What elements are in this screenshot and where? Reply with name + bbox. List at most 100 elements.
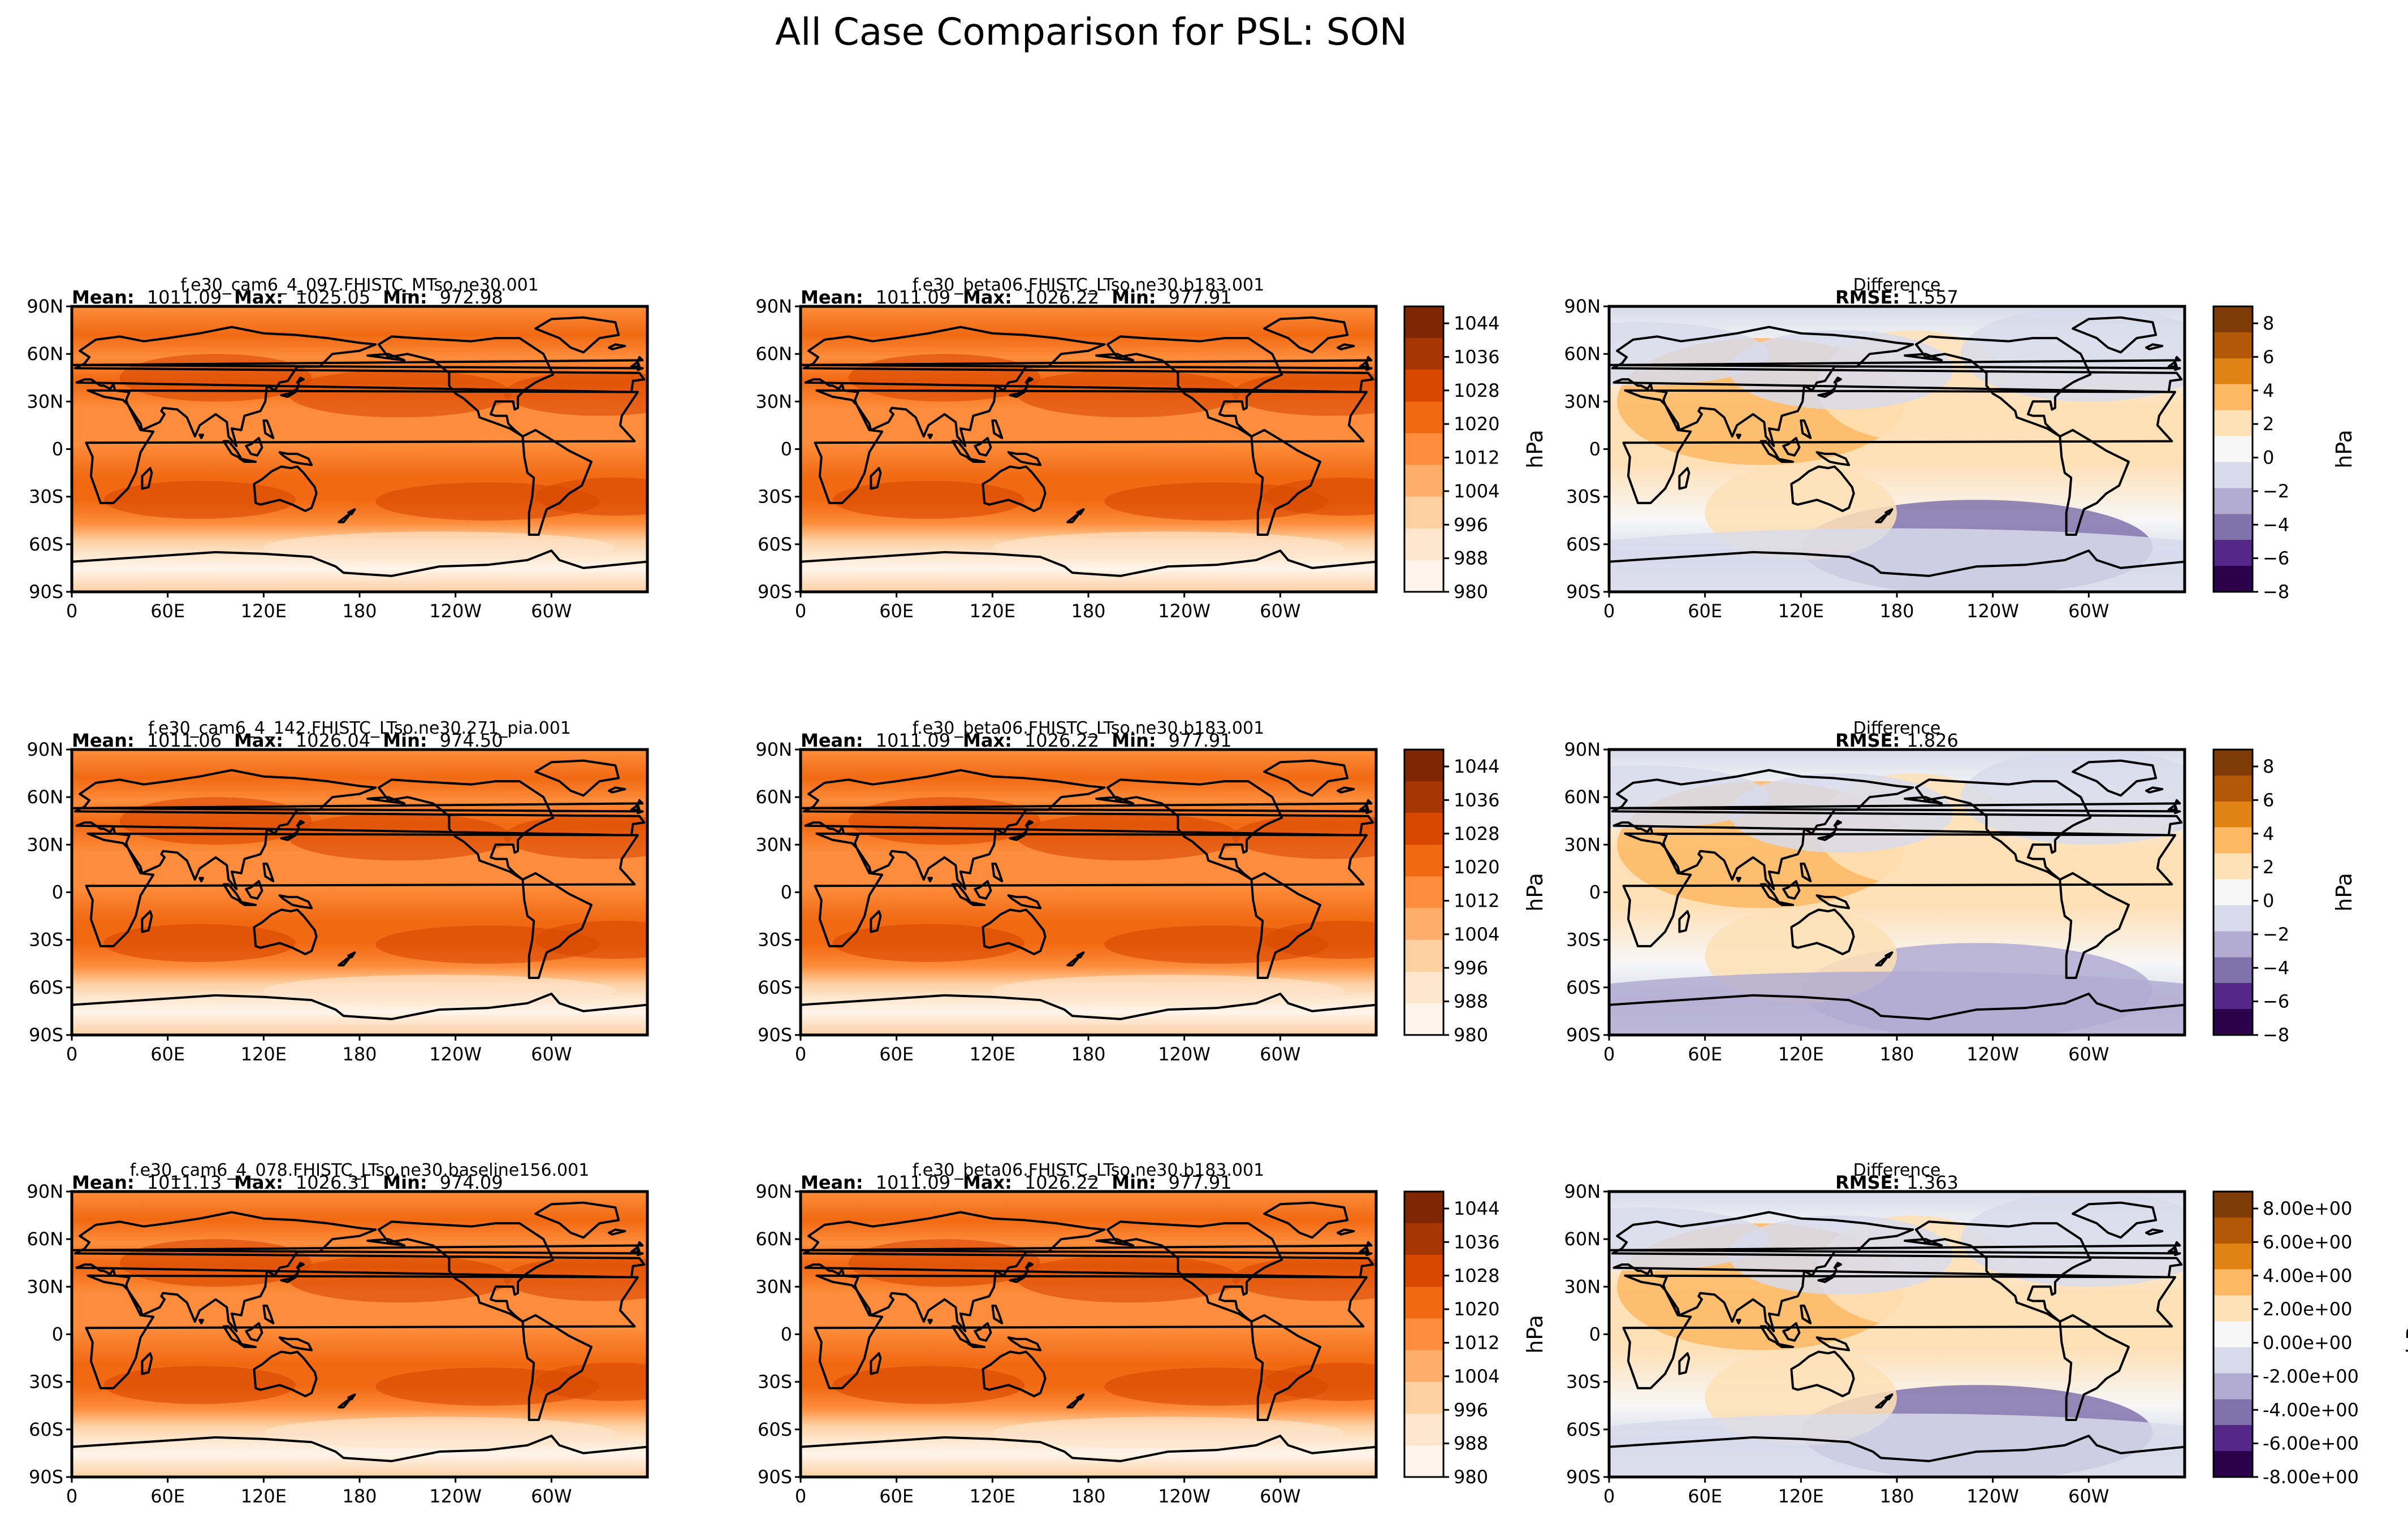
field-blob xyxy=(1961,1192,2185,1287)
field-blob xyxy=(992,974,1344,1007)
stat-label: Mean: xyxy=(801,287,863,308)
lon-tick-label: 120W xyxy=(1966,1043,2019,1065)
colorbar-tick-label: 8.00e+00 xyxy=(2263,1198,2352,1219)
coastline xyxy=(801,1201,1376,1477)
coastline xyxy=(801,316,1376,592)
field-blob xyxy=(503,815,647,859)
colorbar-tick-label: 996 xyxy=(1454,514,1488,535)
field-blob xyxy=(287,370,512,418)
lon-tick-label: 60W xyxy=(1260,1485,1300,1507)
lat-tick-label: 90N xyxy=(1564,296,1601,317)
lon-tick-label: 120W xyxy=(429,1485,482,1507)
test-case-title: f.e30_cam6_4_097.FHISTC_MTso.ne30.001 xyxy=(180,275,539,295)
colorbar-tick-label: -8.00e+00 xyxy=(2263,1466,2359,1488)
stat-value: 1011.06 xyxy=(147,730,222,751)
field-blob xyxy=(1609,1413,2185,1477)
colorbar-tick-label: 0 xyxy=(2263,447,2274,469)
lon-tick-label: 60E xyxy=(150,600,185,622)
lat-tick-label: 90N xyxy=(755,739,792,760)
rmse-line: RMSE: 1.557 xyxy=(1835,287,1959,308)
lat-tick-label: 90S xyxy=(758,581,792,603)
figure-row: f.e30_cam6_4_078.FHISTC_LTso.ne30.baseli… xyxy=(27,1160,2408,1507)
lon-tick-label: 0 xyxy=(1603,1043,1615,1065)
colorbar-tick-label: 1036 xyxy=(1454,789,1499,811)
coastline xyxy=(801,759,1376,1035)
colorbar-tick-label: 2 xyxy=(2263,413,2274,435)
lat-tick-label: 60S xyxy=(1566,1419,1601,1440)
stat-value: 1025.05 xyxy=(296,287,370,308)
lat-tick-label: 60S xyxy=(1566,534,1601,555)
lon-tick-label: 60E xyxy=(1688,1043,1722,1065)
lat-tick-label: 30S xyxy=(1566,929,1601,951)
colorbar-tick-label: −4 xyxy=(2263,957,2289,978)
rmse-value: 1.557 xyxy=(1906,287,1959,308)
rmse-label: RMSE: xyxy=(1835,1172,1900,1193)
colorbar xyxy=(1403,1190,1445,1478)
map-field xyxy=(1609,306,2185,592)
colorbar-tick-label: 1036 xyxy=(1454,1231,1499,1253)
lat-tick-label: 30N xyxy=(27,1276,63,1297)
field-blob xyxy=(1016,813,1240,861)
field-blob xyxy=(832,1366,1024,1404)
stat-value: 977.91 xyxy=(1169,1172,1232,1193)
colorbar-label: hPa xyxy=(1523,1315,1547,1354)
colorbar-tick-label: 4 xyxy=(2263,823,2274,844)
colorbar-tick-label: 1044 xyxy=(1454,313,1499,334)
rmse-line: RMSE: 1.826 xyxy=(1835,730,1959,751)
colorbar-tick-label: 1012 xyxy=(1454,447,1499,469)
lon-tick-label: 180 xyxy=(342,1485,377,1507)
colorbar xyxy=(2212,305,2254,593)
colorbar-tick-label: 980 xyxy=(1454,1466,1488,1488)
stat-label: Min: xyxy=(1112,287,1156,308)
stat-value: 977.91 xyxy=(1169,730,1232,751)
lon-tick-label: 60W xyxy=(531,600,572,622)
lon-tick-label: 180 xyxy=(342,1043,377,1065)
stat-label: Mean: xyxy=(72,1172,135,1193)
field-blob xyxy=(1609,528,2185,592)
lat-tick-label: 30N xyxy=(27,834,63,855)
lat-tick-label: 60S xyxy=(29,1419,63,1440)
lat-tick-label: 90N xyxy=(755,296,792,317)
lat-tick-label: 30S xyxy=(758,929,792,951)
field-blob xyxy=(1264,478,1376,516)
lat-tick-label: 60N xyxy=(1564,343,1601,365)
lon-tick-label: 120E xyxy=(970,600,1015,622)
colorbar-tick-label: 980 xyxy=(1454,581,1488,603)
stat-value: 1011.09 xyxy=(876,1172,950,1193)
field-blob xyxy=(287,1255,512,1303)
lat-tick-label: 60N xyxy=(755,786,792,808)
test-panel: f.e30_cam6_4_097.FHISTC_MTso.ne30.001Mea… xyxy=(27,275,649,622)
stat-label: Max: xyxy=(234,287,283,308)
colorbar-tick-label: 1004 xyxy=(1454,924,1499,945)
reference-panel: f.e30_beta06.FHISTC_LTso.ne30.b183.001Me… xyxy=(755,1160,1547,1507)
lat-tick-label: 30S xyxy=(29,486,63,508)
lat-tick-label: 60N xyxy=(1564,786,1601,808)
field-blob xyxy=(1232,371,1376,416)
lon-tick-label: 180 xyxy=(1879,600,1914,622)
colorbar-tick-label: 988 xyxy=(1454,1433,1488,1454)
lat-tick-label: 30S xyxy=(758,486,792,508)
lat-tick-label: 30N xyxy=(1564,834,1601,855)
stat-value: 1011.13 xyxy=(147,1172,222,1193)
lon-tick-label: 60E xyxy=(879,1485,914,1507)
map-field xyxy=(801,1192,1376,1477)
lon-tick-label: 60E xyxy=(150,1043,185,1065)
colorbar-tick-label: 6 xyxy=(2263,346,2274,367)
lon-tick-label: 60W xyxy=(531,1043,572,1065)
field-blob xyxy=(503,371,647,416)
stats-line: Mean: 1011.09 Max: 1026.22 Min: 977.91 xyxy=(801,287,1232,308)
colorbar-tick-label: 0 xyxy=(2263,890,2274,912)
lon-tick-label: 60W xyxy=(1260,600,1300,622)
lat-tick-label: 60N xyxy=(27,1228,63,1250)
stat-label: Max: xyxy=(963,1172,1012,1193)
test-panel: f.e30_cam6_4_078.FHISTC_LTso.ne30.baseli… xyxy=(27,1160,649,1507)
stat-label: Mean: xyxy=(72,730,135,751)
colorbar-tick-label: 1044 xyxy=(1454,1198,1499,1219)
test-panel: f.e30_cam6_4_142.FHISTC_LTso.ne30.271_pi… xyxy=(27,718,649,1065)
stats-line: Mean: 1011.09 Max: 1025.05 Min: 972.98 xyxy=(72,287,503,308)
lon-tick-label: 120W xyxy=(429,1043,482,1065)
stats-line: Mean: 1011.13 Max: 1026.31 Min: 974.09 xyxy=(72,1172,503,1193)
lat-tick-label: 90S xyxy=(758,1024,792,1046)
stat-value: 972.98 xyxy=(440,287,503,308)
